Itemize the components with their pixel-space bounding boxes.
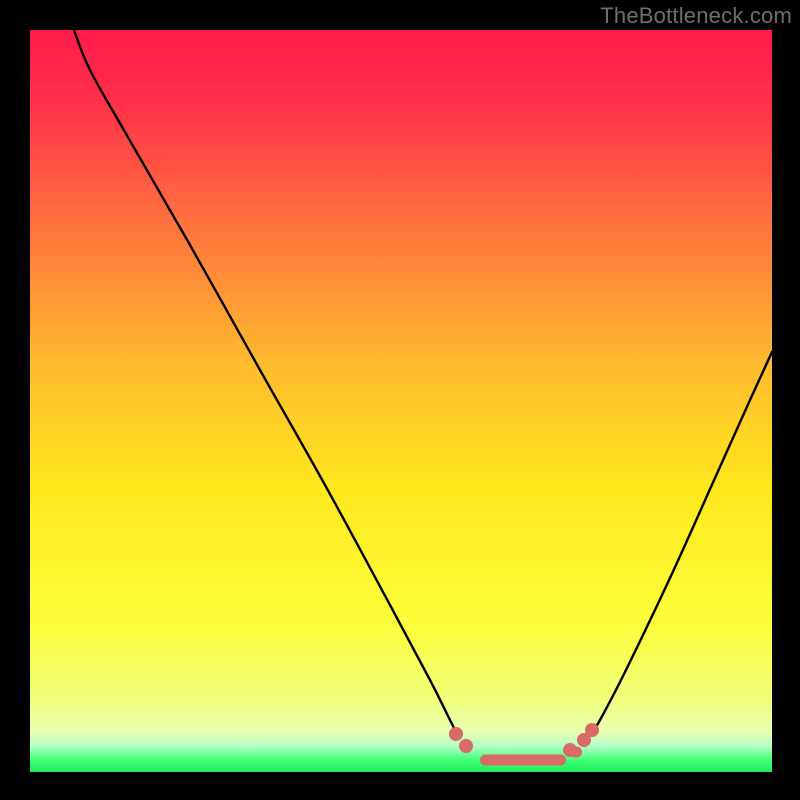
trough-marker-overlay (30, 30, 772, 772)
watermark-text: TheBottleneck.com (600, 3, 792, 29)
trough-bar-short (570, 747, 582, 758)
trough-bar (480, 755, 566, 766)
trough-dot (449, 727, 463, 741)
trough-dot (585, 723, 599, 737)
trough-dot (459, 739, 473, 753)
chart-plot-area (30, 30, 772, 772)
